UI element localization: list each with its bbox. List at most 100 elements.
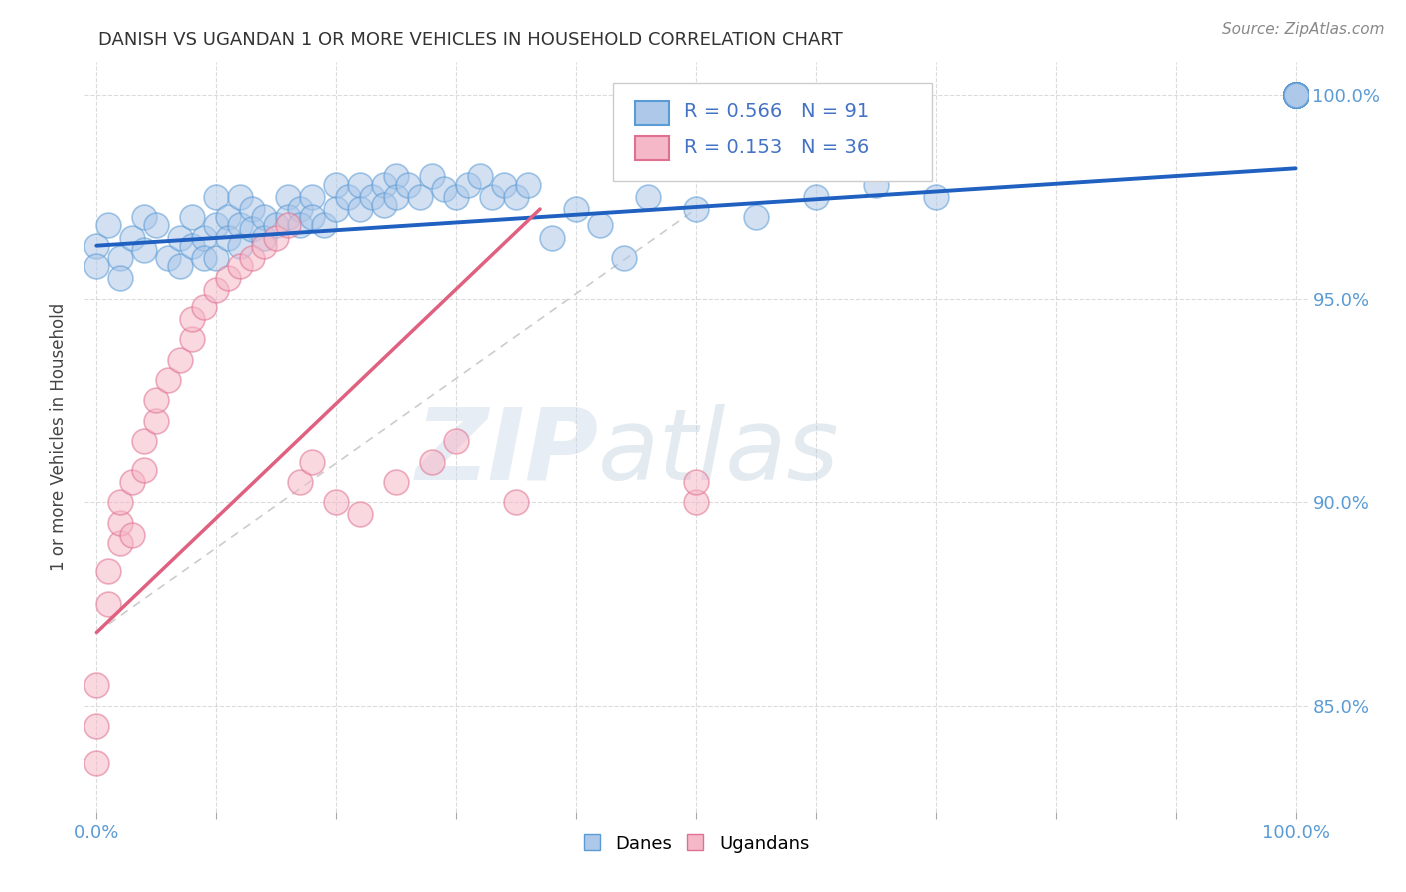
Point	[86, 756, 108, 770]
Point	[301, 454, 323, 468]
Point	[468, 169, 491, 184]
Point	[110, 495, 132, 509]
Point	[301, 190, 323, 204]
Point	[444, 190, 467, 204]
Point	[217, 230, 239, 244]
Point	[1284, 88, 1306, 103]
Point	[685, 202, 707, 216]
Point	[217, 271, 239, 285]
Point	[804, 190, 827, 204]
Point	[1284, 88, 1306, 103]
Text: DANISH VS UGANDAN 1 OR MORE VEHICLES IN HOUSEHOLD CORRELATION CHART: DANISH VS UGANDAN 1 OR MORE VEHICLES IN …	[98, 31, 844, 49]
Point	[240, 222, 263, 236]
Point	[685, 475, 707, 489]
Point	[134, 243, 156, 257]
Point	[97, 597, 120, 611]
Point	[373, 178, 395, 192]
FancyBboxPatch shape	[613, 83, 932, 181]
Point	[1284, 88, 1306, 103]
Point	[385, 475, 408, 489]
Point	[505, 495, 527, 509]
Point	[121, 475, 143, 489]
Point	[409, 190, 432, 204]
Point	[1284, 88, 1306, 103]
Point	[1284, 88, 1306, 103]
Point	[134, 463, 156, 477]
Point	[86, 259, 108, 273]
Point	[444, 434, 467, 449]
Point	[217, 210, 239, 224]
Point	[205, 219, 228, 233]
Point	[1284, 88, 1306, 103]
Point	[1284, 88, 1306, 103]
Point	[264, 230, 287, 244]
Point	[157, 251, 180, 265]
Point	[157, 373, 180, 387]
Point	[121, 528, 143, 542]
Point	[229, 259, 252, 273]
Point	[181, 312, 204, 326]
Point	[277, 210, 299, 224]
Point	[145, 219, 167, 233]
Point	[325, 178, 347, 192]
Point	[193, 251, 215, 265]
Point	[1284, 88, 1306, 103]
Point	[169, 259, 191, 273]
Point	[1284, 88, 1306, 103]
Point	[110, 516, 132, 530]
Point	[145, 414, 167, 428]
Point	[264, 219, 287, 233]
Point	[1284, 88, 1306, 103]
Point	[314, 219, 336, 233]
Point	[301, 210, 323, 224]
FancyBboxPatch shape	[636, 101, 669, 125]
Point	[1284, 88, 1306, 103]
Point	[181, 332, 204, 346]
Point	[685, 495, 707, 509]
Point	[290, 475, 312, 489]
Text: atlas: atlas	[598, 403, 839, 500]
Point	[457, 178, 479, 192]
Point	[337, 190, 360, 204]
Text: Source: ZipAtlas.com: Source: ZipAtlas.com	[1222, 22, 1385, 37]
Point	[1284, 88, 1306, 103]
Point	[865, 178, 887, 192]
Point	[1284, 88, 1306, 103]
Point	[229, 190, 252, 204]
Point	[169, 352, 191, 367]
Point	[1284, 88, 1306, 103]
Point	[253, 230, 276, 244]
Point	[277, 219, 299, 233]
Point	[325, 495, 347, 509]
Point	[253, 210, 276, 224]
Point	[349, 508, 371, 522]
Point	[205, 190, 228, 204]
Point	[1284, 88, 1306, 103]
Point	[1284, 88, 1306, 103]
Point	[1284, 88, 1306, 103]
Point	[517, 178, 540, 192]
Point	[1284, 88, 1306, 103]
Point	[121, 230, 143, 244]
Legend: Danes, Ugandans: Danes, Ugandans	[578, 830, 814, 859]
Point	[97, 565, 120, 579]
Point	[110, 251, 132, 265]
Point	[420, 454, 443, 468]
Text: ZIP: ZIP	[415, 403, 598, 500]
FancyBboxPatch shape	[636, 136, 669, 160]
Point	[86, 238, 108, 252]
Point	[134, 210, 156, 224]
Point	[193, 300, 215, 314]
Point	[205, 284, 228, 298]
Point	[205, 251, 228, 265]
Point	[1284, 88, 1306, 103]
Point	[240, 202, 263, 216]
Text: R = 0.566   N = 91: R = 0.566 N = 91	[683, 102, 869, 120]
Point	[86, 719, 108, 733]
Point	[373, 198, 395, 212]
Point	[86, 678, 108, 692]
Point	[349, 202, 371, 216]
Point	[290, 202, 312, 216]
Point	[385, 190, 408, 204]
Point	[505, 190, 527, 204]
